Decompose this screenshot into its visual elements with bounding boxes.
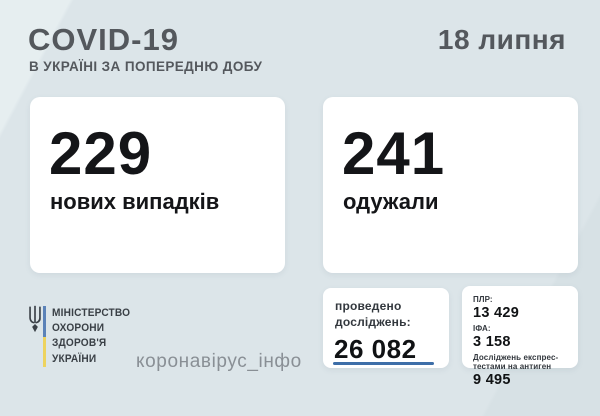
new-cases-card: 229 нових випадків	[30, 97, 285, 273]
tests-value: 26 082	[334, 334, 417, 364]
tests-label-line1: проведено	[335, 299, 402, 313]
page-subtitle: В УКРАЇНІ ЗА ПОПЕРЕДНЮ ДОБУ	[29, 59, 263, 74]
breakdown-value: 9 495	[473, 372, 511, 388]
ministry-name: МІНІСТЕРСТВО ОХОРОНИ ЗДОРОВ'Я УКРАЇНИ	[52, 306, 130, 367]
new-cases-label: нових випадків	[50, 189, 220, 214]
breakdown-value: 3 158	[473, 334, 511, 350]
ministry-line: УКРАЇНИ	[52, 352, 97, 365]
test-breakdown-card: ПЛР: 13 429 ІФА: 3 158 Досліджень експре…	[462, 286, 578, 388]
accent-underline	[333, 362, 434, 365]
page-title: COVID-19	[28, 22, 179, 57]
ukraine-trident-icon	[29, 305, 41, 333]
flag-yellow-segment	[43, 336, 46, 367]
tests-label: проведено досліджень:	[335, 299, 449, 330]
breakdown-label: Досліджень експрес-тестами на антиген	[473, 353, 559, 371]
recovered-value: 241	[342, 120, 446, 187]
breakdown-label: ІФА:	[473, 324, 491, 333]
ministry-line: ОХОРОНИ	[52, 322, 105, 335]
new-cases-value: 229	[49, 120, 153, 187]
breakdown-value: 13 429	[473, 305, 520, 321]
flag-bar-icon	[43, 306, 46, 367]
test-breakdown-list: ПЛР: 13 429 ІФА: 3 158 Досліджень експре…	[462, 286, 578, 388]
ministry-line: МІНІСТЕРСТВО	[52, 307, 131, 319]
breakdown-label: ПЛР:	[473, 295, 493, 304]
recovered-label: одужали	[343, 189, 439, 214]
flag-blue-segment	[43, 306, 46, 337]
ministry-line: ЗДОРОВ'Я	[52, 337, 107, 350]
breakdown-item-pcr: ПЛР: 13 429	[473, 295, 568, 321]
channel-handle: коронавірус_інфо	[136, 351, 302, 372]
report-date: 18 липня	[437, 24, 566, 55]
breakdown-item-elisa: ІФА: 3 158	[473, 324, 568, 350]
breakdown-item-antigen: Досліджень експрес-тестами на антиген 9 …	[473, 353, 568, 388]
recovered-card: 241 одужали	[323, 97, 578, 273]
tests-label-line2: досліджень:	[335, 314, 411, 329]
tests-card: проведено досліджень: 26 082	[323, 288, 449, 368]
